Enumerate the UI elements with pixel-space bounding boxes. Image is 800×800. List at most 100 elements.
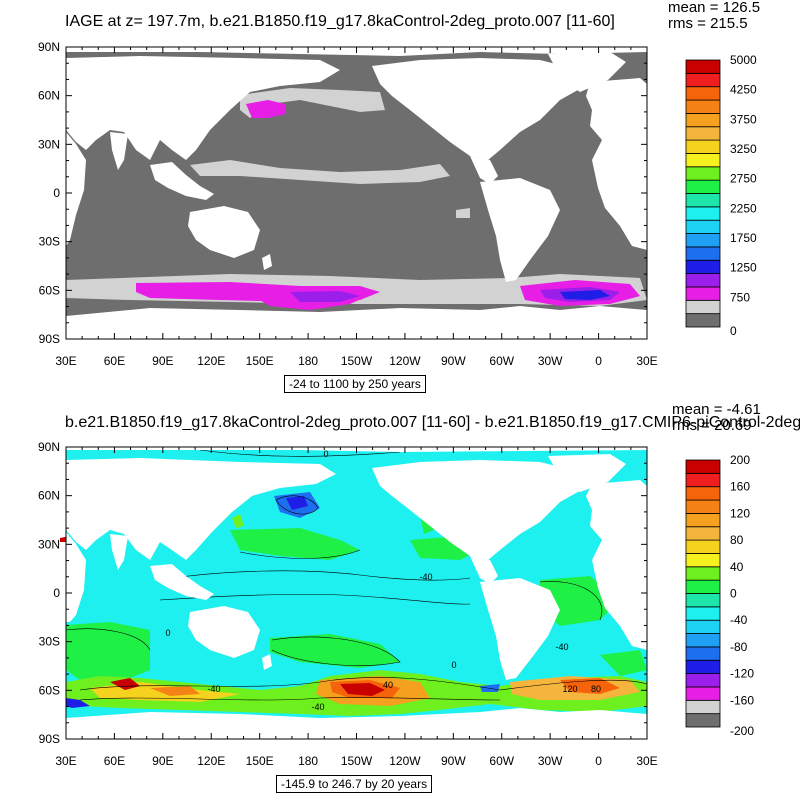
y-tick-label: 30S <box>39 635 60 649</box>
chart-title: IAGE at z= 197.7m, b.e21.B1850.f19_g17.8… <box>65 13 615 30</box>
colorbar-box <box>685 179 721 194</box>
x-tick-label: 60E <box>104 754 125 768</box>
x-tick-label: 30E <box>636 754 657 768</box>
x-tick-label: 60E <box>104 354 125 368</box>
y-tick-label: 60S <box>39 683 60 697</box>
contour-label: 40 <box>383 680 393 690</box>
stats-block: mean = -4.61 rms = 20.69 <box>672 402 761 434</box>
chart-title: b.e21.B1850.f19_g17.8kaControl-2deg_prot… <box>65 414 800 431</box>
colorbar-box <box>685 646 721 661</box>
southern-ocean-anomaly <box>66 670 647 716</box>
x-tick-label: 120E <box>197 354 225 368</box>
colorbar-box <box>685 526 721 541</box>
contour-label: 120 <box>562 684 577 694</box>
high-age-patches <box>136 100 640 310</box>
colorbar-label: 0 <box>730 324 737 338</box>
colorbar-box <box>685 166 721 181</box>
colorbar-box <box>685 699 721 715</box>
y-tick-label: 90S <box>39 732 60 746</box>
colorbar-label: 4250 <box>730 83 757 97</box>
colorbar-box <box>685 472 721 488</box>
colorbar-box <box>685 299 721 315</box>
colorbar-label: 1250 <box>730 261 757 275</box>
colorbar-box <box>685 206 721 221</box>
x-tick-label: 30E <box>55 754 76 768</box>
x-tick-label: 0 <box>595 354 602 368</box>
colorbar-label: -120 <box>730 667 754 681</box>
x-tick-label: 150W <box>341 754 373 768</box>
colorbar-box <box>685 566 721 581</box>
colorbar-box <box>685 86 721 101</box>
y-tick-label: 90S <box>39 332 60 346</box>
x-tick-label: 90E <box>152 354 173 368</box>
y-tick-label: 30N <box>38 137 60 151</box>
contour-label: 0 <box>451 660 456 670</box>
x-tick-label: 30E <box>55 354 76 368</box>
x-tick-label: 90W <box>441 354 466 368</box>
x-tick-label: 30W <box>538 754 563 768</box>
x-tick-label: 150E <box>246 354 274 368</box>
y-tick-label: 0 <box>53 186 60 200</box>
y-tick-label: 30N <box>38 537 60 551</box>
x-tick-label: 60W <box>489 754 514 768</box>
colorbar-label: 1750 <box>730 231 757 245</box>
y-tick-label: 0 <box>53 586 60 600</box>
colorbar-label: -200 <box>730 724 754 738</box>
axis-ticks: 30E 60E 90E 120E 150E 180 150W 120W 90W 60W 30W 0 30… <box>38 40 658 368</box>
contour-lines <box>65 449 648 701</box>
contour-label: 0 <box>323 449 328 459</box>
colorbar: 0 750 1250 1750 2250 2750 3250 3750 4250 5000 <box>685 53 757 338</box>
colorbar-box <box>685 619 721 634</box>
x-tick-label: 90E <box>152 754 173 768</box>
colorbar-box <box>685 579 721 594</box>
colorbar-label: 2250 <box>730 201 757 215</box>
colorbar-box <box>685 99 721 114</box>
colorbar-box <box>685 313 721 328</box>
x-tick-label: 90W <box>441 754 466 768</box>
colorbar-box <box>685 659 721 675</box>
colorbar-box <box>685 486 721 501</box>
contour-label: -40 <box>555 642 568 652</box>
colorbar-label: -160 <box>730 693 754 707</box>
colorbar-label: 40 <box>730 560 744 574</box>
colorbar-box <box>685 139 721 154</box>
colorbar-box <box>685 273 721 288</box>
rms-value: rms = 215.5 <box>668 15 748 32</box>
contour-label: -40 <box>419 572 432 582</box>
colorbar-box <box>685 233 721 248</box>
contour-label-group: 0 -40 0 -40 0 -40 40 -40 120 80 <box>165 449 601 712</box>
y-tick-label: 60S <box>39 283 60 297</box>
colorbar-label: 2750 <box>730 172 757 186</box>
colorbar-box <box>685 673 721 688</box>
colorbar-label: -40 <box>730 613 748 627</box>
colorbar-box <box>685 539 721 554</box>
colorbar: -200 -160 -120 -80 -40 0 40 80 120 160 200 <box>685 453 754 738</box>
contour-range-label: -24 to 1100 by 250 years <box>284 375 426 393</box>
iage-panel: IAGE at z= 197.7m, b.e21.B1850.f19_g17.8… <box>38 0 760 393</box>
colorbar-box <box>685 72 721 88</box>
land-masses <box>66 47 647 339</box>
land-masses <box>66 447 647 739</box>
contour-range-label: -145.9 to 246.7 by 20 years <box>276 775 433 793</box>
colorbar-label: 200 <box>730 453 750 467</box>
y-tick-label: 60N <box>38 489 60 503</box>
colorbar-box <box>685 259 721 275</box>
x-tick-label: 120E <box>197 754 225 768</box>
rms-value: rms = 20.69 <box>672 417 752 434</box>
colorbar-label: 80 <box>730 533 744 547</box>
contour-label: -40 <box>311 702 324 712</box>
colorbar-label: 5000 <box>730 53 757 67</box>
x-tick-label: 30W <box>538 354 563 368</box>
colorbar-label: 750 <box>730 290 750 304</box>
colorbar-box <box>685 246 721 261</box>
iage-difference-panel: b.e21.B1850.f19_g17.8kaControl-2deg_prot… <box>0 400 800 800</box>
contour-label: 80 <box>591 684 601 694</box>
x-tick-label: 150E <box>246 754 274 768</box>
y-tick-label: 30S <box>39 235 60 249</box>
y-tick-label: 90N <box>38 440 60 454</box>
colorbar-box <box>685 633 721 648</box>
y-tick-label: 60N <box>38 89 60 103</box>
x-tick-label: 150W <box>341 354 373 368</box>
y-tick-label: 90N <box>38 40 60 54</box>
colorbar-label: 120 <box>730 506 750 520</box>
